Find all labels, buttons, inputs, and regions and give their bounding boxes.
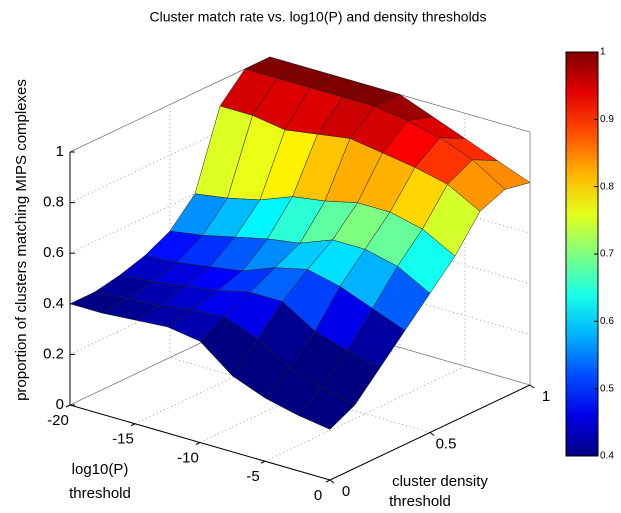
- x-axis-label: threshold: [69, 485, 131, 502]
- colorbar-tick-label: 0.5: [600, 383, 614, 394]
- z-tick-label: 0: [56, 396, 64, 413]
- colorbar-tick-label: 0.4: [600, 451, 614, 462]
- colorbar-tick-label: 0.6: [600, 316, 614, 327]
- z-tick-label: 0.2: [43, 345, 64, 362]
- chart-title: Cluster match rate vs. log10(P) and dens…: [150, 9, 487, 25]
- x-tick-label: 0: [314, 487, 322, 504]
- surface-patch: [297, 387, 356, 430]
- x-tick: [195, 442, 201, 445]
- z-axis-label: proportion of clusters matching MIPS com…: [13, 79, 30, 401]
- z-tick-label: 0.6: [43, 244, 64, 261]
- x-tick-label: -5: [246, 468, 259, 485]
- z-tick-label: 0.8: [43, 194, 64, 211]
- x-tick: [130, 423, 136, 427]
- x-tick: [65, 404, 71, 408]
- x-tick-label: -10: [177, 449, 199, 466]
- y-tick-label: 0: [342, 483, 350, 500]
- y-axis-label: threshold: [389, 493, 451, 510]
- colorbar-tick-label: 0.8: [600, 181, 614, 192]
- y-tick-label: 1: [542, 388, 550, 405]
- z-tick-label: 0.4: [43, 295, 64, 312]
- y-tick: [429, 432, 435, 436]
- x-tick: [325, 479, 331, 483]
- colorbar-tick-label: 1: [600, 47, 606, 58]
- plot-area: [65, 56, 535, 484]
- x-axis-label: log10(P): [72, 461, 129, 478]
- colorbar-tick-label: 0.7: [600, 249, 614, 260]
- y-axis-label: cluster density: [392, 473, 488, 490]
- colorbar-tick-label: 0.9: [600, 114, 614, 125]
- x-tick-label: -15: [112, 431, 134, 448]
- x-tick: [260, 460, 266, 464]
- colorbar: [565, 51, 599, 457]
- y-tick: [329, 479, 335, 484]
- z-tick-label: 1: [56, 143, 64, 160]
- y-tick-label: 0.5: [436, 435, 457, 452]
- y-tick: [529, 384, 535, 389]
- x-tick-label: -20: [47, 412, 69, 429]
